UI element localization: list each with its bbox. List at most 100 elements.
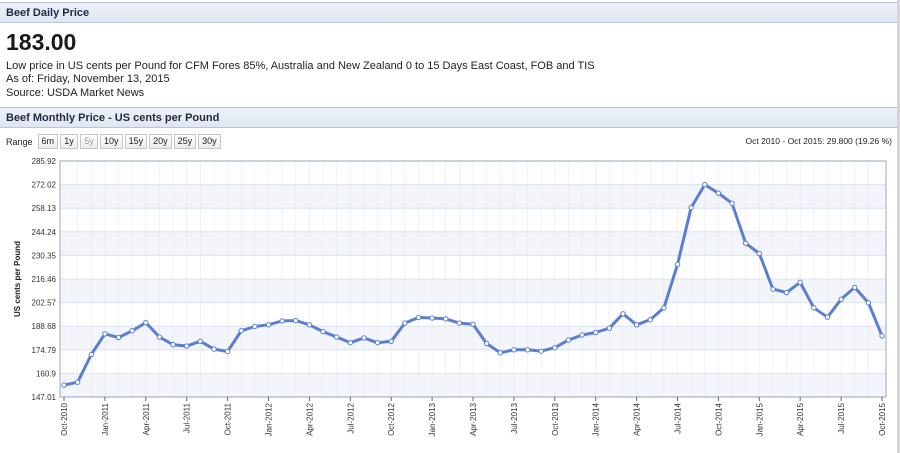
data-point[interactable] bbox=[143, 319, 149, 326]
x-tick-label: Apr-2013 bbox=[469, 402, 478, 435]
data-point[interactable] bbox=[715, 190, 722, 196]
x-tick-label: Apr-2015 bbox=[796, 402, 805, 435]
y-tick-label: 258.13 bbox=[32, 204, 57, 213]
range-selector: Range 6m 1y 5y 10y 15y 20y 25y 30y bbox=[6, 134, 223, 149]
data-point[interactable] bbox=[333, 334, 340, 340]
data-point[interactable] bbox=[497, 350, 503, 356]
range-15y-button[interactable]: 15y bbox=[124, 134, 148, 149]
data-point[interactable] bbox=[852, 284, 858, 291]
range-1y-button[interactable]: 1y bbox=[60, 134, 79, 149]
y-tick-label: 147.01 bbox=[32, 393, 57, 402]
x-axis-ticks: Oct-2010 Jan-2011 Apr-2011 Jul-2011 Oct-2011… bbox=[60, 397, 887, 436]
data-point[interactable] bbox=[593, 329, 599, 336]
data-point[interactable] bbox=[688, 204, 694, 211]
x-tick-label: Apr-2011 bbox=[142, 402, 151, 435]
daily-price-header: Beef Daily Price bbox=[0, 2, 897, 23]
data-point[interactable] bbox=[456, 320, 463, 326]
x-tick-label: Oct-2013 bbox=[551, 402, 560, 435]
beef-monthly-price-chart: 285.92 272.02 258.13 244.24 230.35 216.46 202.… bbox=[13, 157, 887, 436]
data-point[interactable] bbox=[429, 315, 435, 321]
data-point[interactable] bbox=[129, 328, 135, 334]
data-point[interactable] bbox=[674, 261, 681, 268]
x-tick-label: Jul-2015 bbox=[837, 402, 846, 433]
data-point[interactable] bbox=[402, 320, 408, 326]
range-25y-button[interactable]: 25y bbox=[173, 134, 197, 149]
range-20y-button[interactable]: 20y bbox=[149, 134, 172, 149]
data-point[interactable] bbox=[729, 200, 735, 207]
y-tick-label: 285.92 bbox=[32, 157, 57, 166]
data-point[interactable] bbox=[647, 317, 653, 323]
data-point[interactable] bbox=[115, 334, 122, 341]
data-point[interactable] bbox=[374, 339, 381, 346]
data-point[interactable] bbox=[197, 338, 204, 344]
data-point[interactable] bbox=[252, 323, 258, 330]
x-tick-label: Jan-2015 bbox=[755, 402, 764, 436]
y-axis-label: US cents per Pound bbox=[13, 241, 22, 317]
data-point[interactable] bbox=[265, 322, 272, 328]
x-tick-label: Jul-2014 bbox=[674, 402, 683, 433]
data-point[interactable] bbox=[661, 305, 667, 311]
data-point[interactable] bbox=[415, 314, 422, 321]
data-point[interactable] bbox=[756, 250, 762, 257]
x-tick-label: Oct-2010 bbox=[60, 402, 69, 435]
data-point[interactable] bbox=[511, 347, 517, 353]
data-point[interactable] bbox=[565, 337, 572, 343]
y-tick-label: 230.35 bbox=[32, 251, 57, 260]
data-point[interactable] bbox=[811, 305, 817, 311]
data-point[interactable] bbox=[633, 322, 640, 328]
data-point[interactable] bbox=[238, 328, 244, 334]
scrollbar[interactable] bbox=[897, 0, 900, 453]
data-point[interactable] bbox=[606, 325, 613, 331]
y-tick-label: 202.57 bbox=[32, 299, 57, 308]
data-point[interactable] bbox=[170, 341, 176, 348]
data-point[interactable] bbox=[470, 321, 476, 328]
range-30y-button[interactable]: 30y bbox=[198, 134, 221, 149]
data-point[interactable] bbox=[865, 300, 872, 306]
data-point[interactable] bbox=[184, 343, 190, 349]
data-point[interactable] bbox=[88, 351, 94, 358]
data-point[interactable] bbox=[279, 318, 285, 324]
data-point[interactable] bbox=[770, 286, 776, 292]
range-6m-button[interactable]: 6m bbox=[37, 134, 59, 149]
as-of-date: As of: Friday, November 13, 2015 bbox=[6, 73, 170, 85]
data-point[interactable] bbox=[579, 332, 585, 338]
data-point[interactable] bbox=[156, 334, 163, 340]
range-label: Range bbox=[6, 136, 33, 147]
y-tick-label: 216.46 bbox=[32, 275, 57, 284]
monthly-price-header: Beef Monthly Price - US cents per Pound bbox=[0, 107, 897, 128]
data-point[interactable] bbox=[361, 335, 367, 341]
x-tick-label: Jan-2014 bbox=[592, 402, 601, 436]
x-tick-label: Jul-2011 bbox=[183, 402, 192, 433]
data-point[interactable] bbox=[742, 240, 749, 246]
data-point[interactable] bbox=[824, 314, 831, 320]
data-point[interactable] bbox=[797, 279, 803, 286]
data-point[interactable] bbox=[74, 379, 81, 385]
data-point[interactable] bbox=[524, 347, 531, 353]
daily-price-value: 183.00 bbox=[6, 29, 77, 55]
data-point[interactable] bbox=[388, 338, 394, 344]
x-tick-label: Jan-2012 bbox=[265, 402, 274, 436]
data-point[interactable] bbox=[306, 322, 313, 328]
y-tick-label: 272.02 bbox=[32, 181, 57, 190]
data-point[interactable] bbox=[224, 348, 231, 355]
data-point[interactable] bbox=[838, 296, 844, 303]
range-10y-button[interactable]: 10y bbox=[100, 134, 123, 149]
data-point[interactable] bbox=[879, 333, 885, 339]
y-tick-label: 160.9 bbox=[36, 369, 57, 378]
data-point[interactable] bbox=[211, 346, 217, 352]
data-point[interactable] bbox=[320, 328, 326, 335]
data-point[interactable] bbox=[552, 345, 558, 351]
data-point[interactable] bbox=[702, 181, 708, 188]
data-point[interactable] bbox=[293, 317, 299, 324]
data-point[interactable] bbox=[620, 311, 626, 317]
data-point[interactable] bbox=[538, 348, 544, 354]
data-point[interactable] bbox=[783, 289, 790, 296]
data-point[interactable] bbox=[483, 340, 490, 347]
range-5y-button[interactable]: 5y bbox=[80, 134, 99, 149]
x-tick-label: Oct-2014 bbox=[714, 402, 723, 435]
data-point[interactable] bbox=[443, 316, 449, 322]
data-point[interactable] bbox=[102, 331, 108, 337]
x-tick-label: Jan-2011 bbox=[101, 402, 110, 435]
data-point[interactable] bbox=[347, 339, 353, 346]
data-point[interactable] bbox=[61, 382, 67, 388]
